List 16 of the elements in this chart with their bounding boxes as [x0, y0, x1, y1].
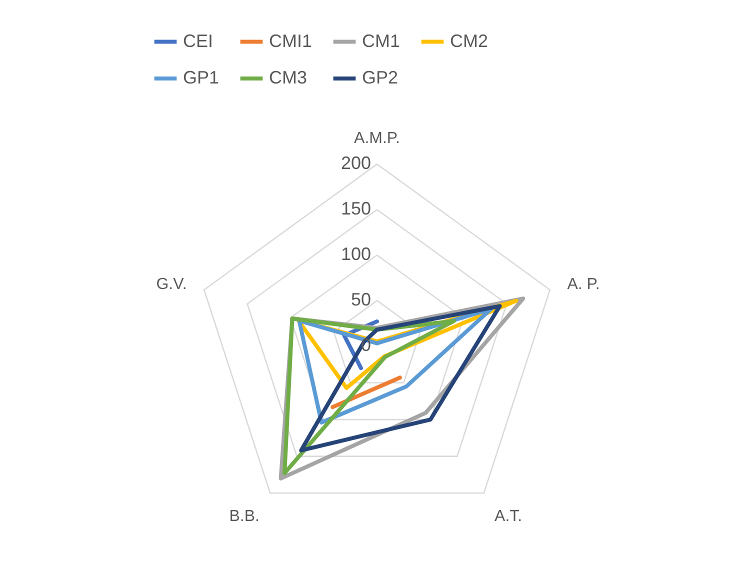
spoke-label: A. P.: [567, 276, 600, 294]
y-tick-label: 100: [340, 244, 371, 264]
spoke-label: B.B.: [229, 508, 260, 525]
y-tick-label: 50: [350, 290, 371, 310]
legend-label: GP1: [183, 68, 220, 88]
spoke-label: A.M.P.: [354, 130, 400, 147]
legend-label: CM1: [362, 30, 400, 51]
legend-label: CEI: [183, 30, 214, 51]
y-tick-label: 150: [340, 198, 371, 219]
spoke-label: A.T.: [494, 508, 522, 525]
spoke-label: G.V.: [156, 276, 187, 294]
y-tick-label: 200: [340, 153, 371, 174]
legend-label: GP2: [362, 68, 398, 88]
legend-label: CM3: [269, 68, 308, 88]
legend-label: CM2: [450, 30, 488, 51]
legend-label: CMI1: [269, 30, 312, 51]
